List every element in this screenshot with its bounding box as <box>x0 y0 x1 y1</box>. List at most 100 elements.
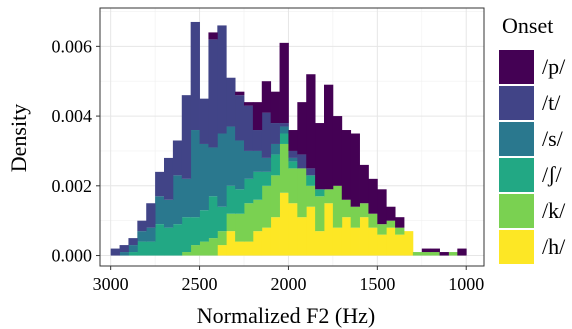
bar-h <box>368 227 378 256</box>
legend-key-sh <box>499 158 534 192</box>
bar-k <box>297 168 307 218</box>
bar-t <box>110 248 120 256</box>
bar-h <box>270 217 280 256</box>
bar-s <box>164 199 174 228</box>
bar-t <box>217 25 227 134</box>
bar-k <box>324 189 334 204</box>
legend-label-h: /h/ <box>542 234 566 259</box>
bar-s <box>155 196 165 225</box>
bar-sh <box>181 217 192 253</box>
legend-label-t: /t/ <box>542 90 561 115</box>
x-tick-label: 2000 <box>270 274 306 294</box>
legend-label-p: /p/ <box>542 54 566 79</box>
bar-k <box>430 252 440 256</box>
bar-p <box>252 102 263 131</box>
bar-t <box>226 77 236 127</box>
bar-h <box>341 217 352 256</box>
legend-label-s: /s/ <box>542 126 564 151</box>
bar-h <box>235 241 245 256</box>
bar-sh <box>270 154 280 176</box>
bar-p <box>395 217 405 228</box>
bar-k <box>377 224 387 235</box>
bar-h <box>297 217 307 256</box>
legend-key-t <box>499 86 534 120</box>
bar-p <box>244 102 254 106</box>
bar-p <box>324 84 334 190</box>
bar-t <box>172 140 183 176</box>
x-tick-label: 3000 <box>93 274 129 294</box>
bar-t <box>190 21 200 131</box>
x-tick-label: 1000 <box>448 274 484 294</box>
bar-sh <box>288 161 298 169</box>
bar-k <box>199 241 209 256</box>
bar-sh <box>164 227 174 256</box>
bar-h <box>217 245 227 256</box>
bar-h <box>359 217 369 256</box>
bar-h <box>332 227 343 256</box>
legend-key-s <box>499 122 534 156</box>
bar-s <box>199 143 209 211</box>
bar-p <box>386 206 396 221</box>
bar-h <box>244 241 254 256</box>
x-tick-label: 1500 <box>359 274 395 294</box>
bar-sh <box>128 252 138 256</box>
bar-h <box>377 234 387 256</box>
bar-sh <box>172 224 183 256</box>
bar-sh <box>146 241 156 256</box>
x-axis: 3000 2500 2000 1500 1000 <box>93 266 484 294</box>
bar-sh <box>244 178 254 204</box>
bar-k <box>395 227 405 235</box>
bar-k <box>181 252 192 256</box>
bar-t <box>297 154 307 169</box>
plot-panel <box>99 7 485 267</box>
y-tick-label: 0.004 <box>52 106 93 126</box>
bar-s <box>172 175 183 225</box>
bar-s <box>217 133 227 207</box>
y-axis-title: Density <box>6 104 31 172</box>
bar-s <box>119 252 129 256</box>
bar-s <box>261 157 272 172</box>
bar-t <box>270 123 280 144</box>
bar-p <box>261 81 272 113</box>
bar-p <box>457 248 467 256</box>
bar-sh <box>137 241 147 256</box>
bar-t <box>288 150 298 158</box>
bar-h <box>288 203 298 256</box>
bar-k <box>350 206 360 228</box>
legend: Onset /p/ /t/ /s/ /ʃ/ /k/ /h/ <box>499 13 566 264</box>
bar-p <box>377 189 387 225</box>
bar-h <box>279 192 289 256</box>
bar-t <box>128 238 138 246</box>
bar-k <box>341 199 352 218</box>
bar-k <box>217 231 227 246</box>
bar-s <box>146 227 156 242</box>
legend-label-k: /k/ <box>542 198 566 223</box>
bar-h <box>315 231 325 256</box>
legend-title: Onset <box>502 13 553 38</box>
legend-key-k <box>499 194 534 228</box>
bar-k <box>412 252 423 256</box>
legend-key-p <box>499 50 534 84</box>
bar-h <box>324 203 334 256</box>
bar-k <box>244 203 254 242</box>
bar-h <box>404 231 414 256</box>
bar-sh <box>208 196 218 239</box>
bar-t <box>164 157 174 200</box>
y-tick-label: 0.000 <box>52 246 93 266</box>
bar-t <box>146 203 156 228</box>
legend-key-h <box>499 230 534 264</box>
x-axis-title: Normalized F2 (Hz) <box>197 303 375 328</box>
bar-p <box>279 42 289 124</box>
bar-t <box>235 95 245 141</box>
y-tick-label: 0.006 <box>52 36 93 56</box>
bar-t <box>252 130 263 151</box>
bar-t <box>208 39 218 148</box>
bar-sh <box>217 206 227 232</box>
y-tick-label: 0.002 <box>52 176 93 196</box>
bar-t <box>279 123 289 127</box>
bar-p <box>439 252 449 256</box>
bar-sh <box>226 185 236 214</box>
bar-s <box>137 231 147 242</box>
bar-h <box>261 227 272 256</box>
bar-t <box>137 220 147 232</box>
